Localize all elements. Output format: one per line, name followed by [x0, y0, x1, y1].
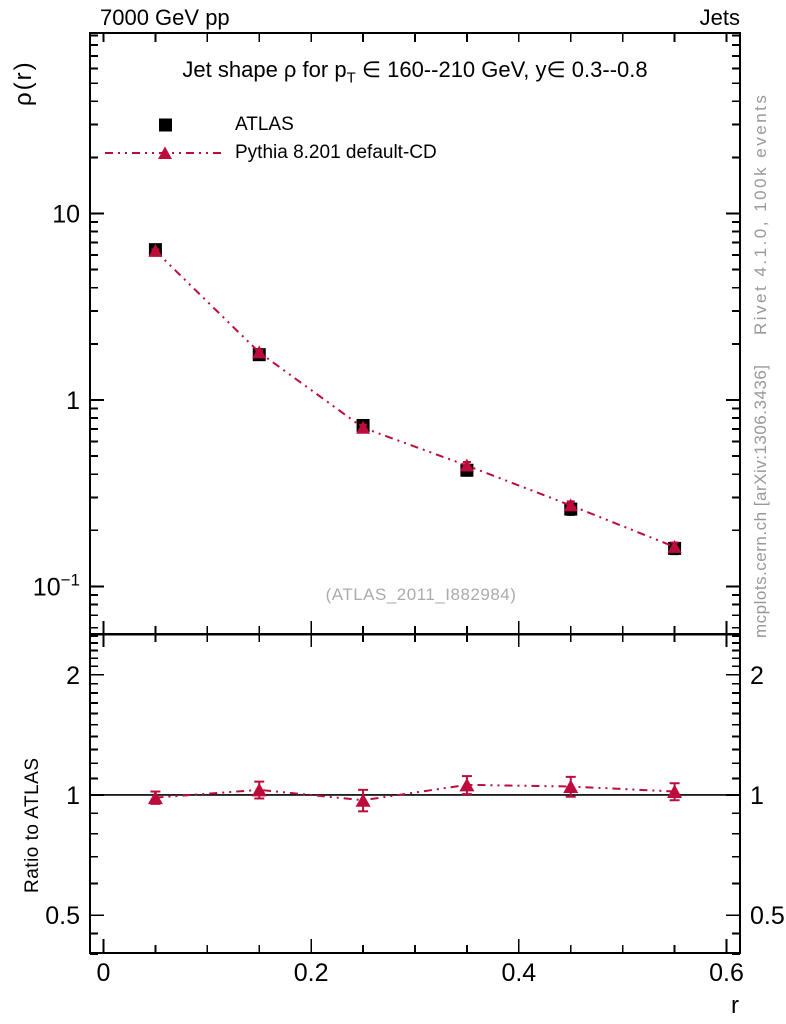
pythia-point [252, 345, 267, 359]
ratio-point [459, 777, 475, 792]
ratio-tick-label-left: 2 [66, 662, 80, 690]
ratio-point [563, 779, 579, 794]
ratio-point [355, 793, 371, 807]
header-analysis-group: Jets [699, 5, 740, 30]
y-tick-label: 10−1 [33, 570, 80, 601]
rivet-version-note: Rivet 4.1.0, 100k events [751, 92, 770, 335]
y-tick-label: 1 [66, 387, 80, 415]
pythia-point [148, 243, 163, 257]
pythia-point [667, 539, 682, 553]
legend-entry-atlas: ATLAS [103, 111, 437, 139]
x-tick-label: 0.6 [709, 959, 744, 987]
ratio-tick-label-right: 0.5 [750, 902, 785, 930]
pythia-point [356, 420, 371, 434]
ratio-tick-label-right: 1 [750, 782, 764, 810]
legend: ATLAS Pythia 8.201 default-CD [103, 111, 437, 167]
plot-title-post: ∈ 160--210 GeV, y∈ 0.3--0.8 [355, 57, 648, 82]
ratio-tick-label-left: 1 [66, 782, 80, 810]
x-tick-label: 0.2 [294, 959, 329, 987]
ratio-point [147, 790, 163, 805]
plot-title: Jet shape ρ for pT ∈ 160--210 GeV, y∈ 0.… [182, 57, 647, 86]
y-tick-label: 10 [52, 201, 80, 229]
ratio-point [251, 782, 267, 797]
pythia-triangle-line-marker-icon [105, 146, 221, 159]
atlas-series [148, 243, 682, 556]
ratio-tick-label-right: 2 [750, 662, 764, 690]
axis-ticks [90, 33, 740, 955]
ratio-point [667, 784, 683, 799]
pythia-series [148, 243, 682, 553]
ratio-tick-label-left: 0.5 [45, 902, 80, 930]
analysis-id-watermark: (ATLAS_2011_I882984) [325, 585, 517, 604]
legend-entry-pythia: Pythia 8.201 default-CD [103, 139, 437, 167]
x-tick-label: 0.4 [501, 959, 536, 987]
tick-labels: 0 0.2 0.4 0.6 10 1 10−1 2 2 1 1 0.5 0.5 [33, 201, 785, 987]
x-tick-label: 0 [97, 959, 111, 987]
atlas-square-marker-icon [159, 118, 172, 132]
mcplots-arxiv-note: mcplots.cern.ch [arXiv:1306.3436] [751, 364, 770, 638]
y-axis-label: ρ(r) [10, 60, 37, 106]
ratio-series [90, 775, 740, 813]
plot-title-pre: Jet shape ρ for p [182, 57, 347, 82]
pythia-point [459, 458, 474, 472]
plot-frame [89, 32, 741, 954]
plot-title-subscript: T [346, 69, 356, 87]
legend-label-pythia: Pythia 8.201 default-CD [235, 142, 437, 163]
legend-label-atlas: ATLAS [235, 114, 294, 135]
header-beam-energy: 7000 GeV pp [100, 5, 230, 30]
ratio-y-axis-label: Ratio to ATLAS [22, 757, 43, 894]
pythia-point [563, 498, 578, 512]
x-axis-label: r [731, 992, 739, 1019]
